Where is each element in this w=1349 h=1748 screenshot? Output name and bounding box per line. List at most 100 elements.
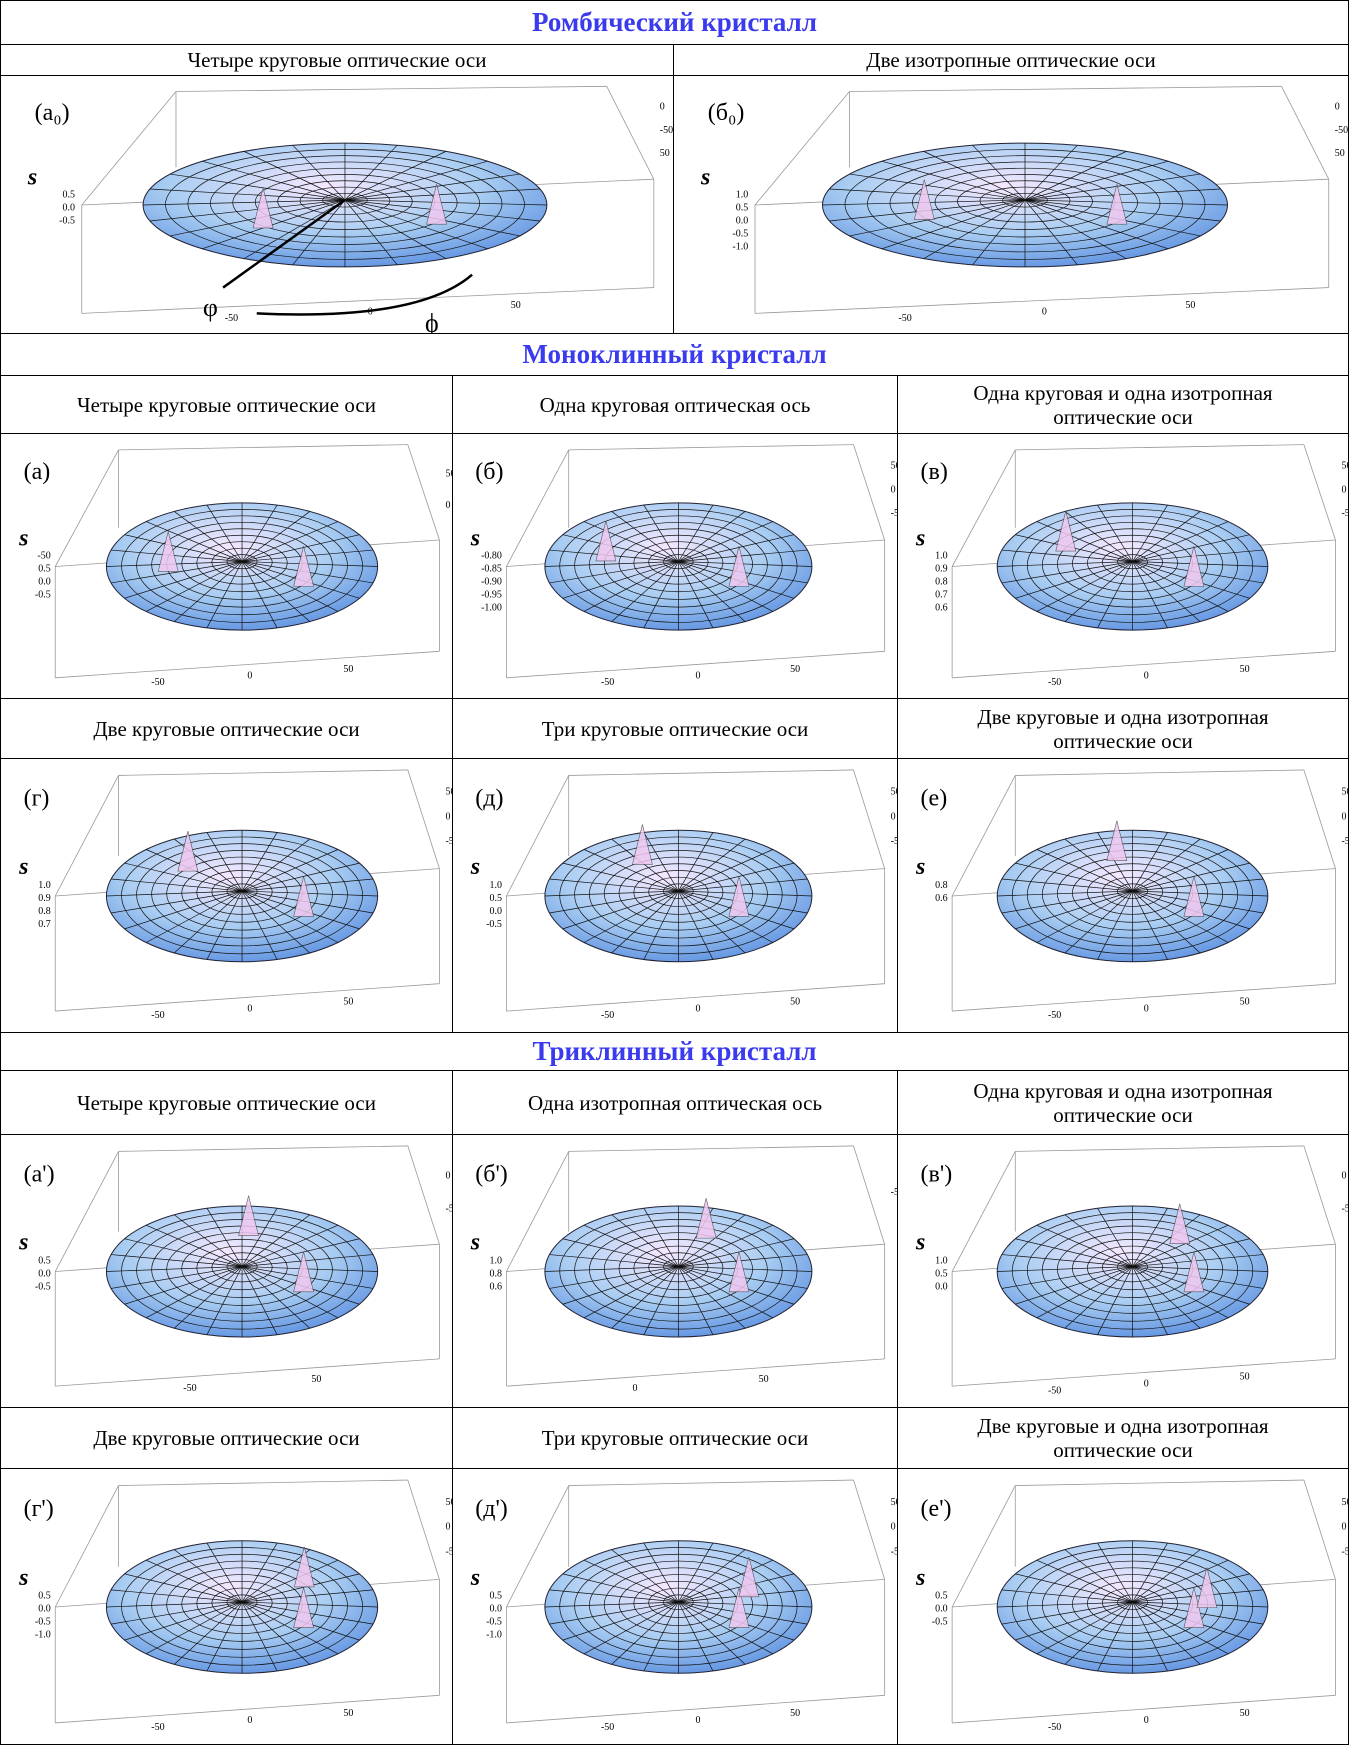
arrow-label: ϕ bbox=[425, 308, 439, 334]
plot: (б)s-0.80-0.85-0.90-0.95-1.00-50050500-5… bbox=[453, 434, 898, 699]
box-edge bbox=[55, 450, 118, 567]
z-tick-label: -0.90 bbox=[481, 577, 502, 588]
xy-tick-label: 50 bbox=[1341, 460, 1349, 471]
z-tick-label: 0.0 bbox=[63, 202, 76, 213]
plot: (а)s-500.50.0-0.5-50050500 bbox=[1, 434, 453, 699]
z-tick-label: 1.0 bbox=[736, 189, 749, 200]
plot: (г)s1.00.90.80.7-50050500-50 bbox=[1, 759, 453, 1033]
xy-tick-label: 0 bbox=[247, 671, 252, 682]
plot-cell: (д')s0.50.0-0.5-1.0-50050500-50 bbox=[452, 1468, 898, 1745]
plot: (в')s1.00.50.0-500500-50 bbox=[898, 1135, 1349, 1408]
column-header: Две круговые оптические оси bbox=[0, 1407, 453, 1469]
z-tick-label: 0.5 bbox=[38, 1591, 51, 1602]
axis-label: s bbox=[18, 525, 28, 551]
xy-tick-label: 0 bbox=[1144, 1003, 1149, 1014]
box-edge bbox=[408, 1480, 440, 1579]
box-edge bbox=[1304, 1480, 1336, 1579]
panel-label: (б) bbox=[475, 459, 503, 485]
z-tick-label: 0.0 bbox=[736, 215, 749, 226]
xy-tick-label: 0 bbox=[247, 1003, 252, 1014]
xy-tick-label: 0 bbox=[445, 1522, 450, 1533]
panel-label: (г) bbox=[24, 786, 50, 812]
xy-tick-label: 50 bbox=[1240, 997, 1250, 1008]
box-edge bbox=[854, 445, 885, 540]
arrow-label: φ bbox=[203, 293, 218, 322]
plot-cell: (a₀)s0.50.0-0.5-500500-5050φϕ bbox=[0, 75, 674, 334]
xy-tick-label: 50 bbox=[1335, 148, 1345, 159]
z-tick-label: 0.5 bbox=[935, 1591, 948, 1602]
z-tick-label: 0.0 bbox=[38, 577, 51, 588]
z-tick-label: 0.0 bbox=[38, 1268, 51, 1279]
xy-tick-label: 0 bbox=[1341, 811, 1346, 822]
z-tick-label: 0.5 bbox=[736, 202, 749, 213]
plot: (б')s1.00.80.6050-50 bbox=[453, 1135, 898, 1408]
xy-tick-label: 50 bbox=[311, 1374, 321, 1385]
plot-cell: (в')s1.00.50.0-500500-50 bbox=[897, 1134, 1349, 1408]
plot-cell: (а)s-500.50.0-0.5-50050500 bbox=[0, 433, 453, 699]
column-header: Две круговые и одна изотропная оптически… bbox=[897, 698, 1349, 759]
box-edge bbox=[569, 445, 854, 450]
z-tick-label: 1.0 bbox=[489, 1255, 502, 1266]
xy-tick-label: 0 bbox=[891, 484, 896, 495]
xy-tick-label: 0 bbox=[1042, 306, 1047, 317]
box-edge bbox=[569, 1146, 854, 1151]
xy-tick-label: 50 bbox=[759, 1374, 769, 1385]
z-tick-label: 0.5 bbox=[489, 893, 502, 904]
box-edge bbox=[408, 1146, 440, 1244]
z-tick-label: -1.0 bbox=[732, 241, 748, 252]
z-tick-label: 0.5 bbox=[63, 189, 76, 200]
xy-tick-label: 50 bbox=[1240, 664, 1250, 675]
z-tick-label: 1.0 bbox=[935, 1255, 948, 1266]
axis-label: s bbox=[915, 525, 925, 551]
box-edge bbox=[850, 86, 1282, 91]
xy-tick-label: 50 bbox=[343, 997, 353, 1008]
xy-tick-label: -50 bbox=[601, 677, 614, 688]
z-tick-label: 0.7 bbox=[935, 590, 948, 601]
plot-cell: (а')s0.50.0-0.5-50500-50 bbox=[0, 1134, 453, 1408]
box-edge bbox=[119, 770, 408, 775]
column-header: Одна круговая и одна изотропная оптическ… bbox=[897, 1070, 1349, 1135]
axis-label: s bbox=[915, 1565, 925, 1591]
panel-label: (д') bbox=[475, 1496, 508, 1522]
panel-label: (а) bbox=[24, 459, 51, 485]
z-tick-label: -0.5 bbox=[932, 1617, 948, 1628]
column-header: Две круговые и одна изотропная оптически… bbox=[897, 1407, 1349, 1469]
xy-tick-label: 50 bbox=[343, 1708, 353, 1719]
box-edge bbox=[1304, 445, 1336, 540]
xy-tick-label: 0 bbox=[445, 811, 450, 822]
z-tick-label: -1.0 bbox=[35, 1630, 51, 1641]
box-edge bbox=[1304, 770, 1336, 869]
xy-tick-label: 0 bbox=[445, 1171, 450, 1182]
axis-label: s bbox=[27, 164, 37, 190]
panel-label: (б') bbox=[475, 1161, 508, 1187]
z-tick-label: 0.0 bbox=[935, 1281, 948, 1292]
xy-tick-label: 0 bbox=[1341, 484, 1346, 495]
column-header: Четыре круговые оптические оси bbox=[0, 1070, 453, 1135]
xy-tick-label: -50 bbox=[1341, 836, 1349, 847]
axis-label: s bbox=[18, 854, 28, 880]
box-edge bbox=[1282, 86, 1329, 179]
panel-label: (в) bbox=[921, 459, 948, 485]
xy-tick-label: -50 bbox=[1048, 1010, 1061, 1021]
xy-tick-label: -50 bbox=[660, 125, 673, 136]
box-edge bbox=[408, 770, 440, 869]
axis-label: s bbox=[700, 164, 710, 190]
axis-label: s bbox=[470, 525, 480, 551]
xy-tick-label: 0 bbox=[445, 500, 450, 511]
box-edge bbox=[408, 445, 440, 540]
z-tick-label: -0.80 bbox=[481, 551, 502, 562]
xy-tick-label: -50 bbox=[601, 1010, 614, 1021]
z-tick-label: -0.5 bbox=[35, 1281, 51, 1292]
xy-tick-label: -50 bbox=[183, 1383, 196, 1394]
section-title: Моноклинный кристалл bbox=[0, 333, 1349, 376]
xy-tick-label: -50 bbox=[1048, 677, 1061, 688]
panel-label: (а') bbox=[24, 1161, 55, 1187]
arrow bbox=[257, 275, 472, 315]
box-edge bbox=[854, 1146, 885, 1244]
z-tick-label: 1.0 bbox=[489, 880, 502, 891]
z-tick-label: -0.5 bbox=[59, 215, 75, 226]
xy-tick-label: 0 bbox=[696, 671, 701, 682]
box-edge bbox=[1304, 1146, 1336, 1244]
